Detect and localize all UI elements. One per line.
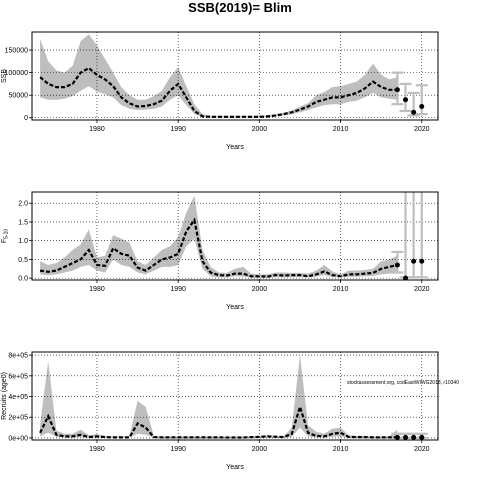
x-tick-label: 1990 xyxy=(170,286,186,293)
x-axis-label: Years xyxy=(226,304,244,311)
plot-area xyxy=(32,32,438,120)
x-tick-label: 2010 xyxy=(333,126,349,133)
projection-interval xyxy=(415,192,428,279)
y-tick-label: 0.5 xyxy=(18,257,28,264)
y-tick-label: 6e+05 xyxy=(8,373,28,380)
y-axis-label: SSB xyxy=(1,69,8,83)
projection-point xyxy=(419,434,425,440)
projection-interval xyxy=(391,250,404,274)
x-tick-label: 1990 xyxy=(170,446,186,453)
y-tick-label: 4e+05 xyxy=(8,394,28,401)
projection-point xyxy=(403,275,409,280)
y-axis-label: Recruits (age0) xyxy=(1,372,8,420)
x-tick-label: 2020 xyxy=(414,286,430,293)
projection-point xyxy=(403,434,409,440)
x-tick-label: 2010 xyxy=(333,446,349,453)
y-tick-label: 2.0 xyxy=(18,201,28,208)
fishing-mortality-panel: 1980 1990 2000 2010 2020 0.0 0.5 1.0 1.5 2.0 Years… xyxy=(1,191,439,311)
plot-area xyxy=(32,192,438,280)
confidence-band xyxy=(40,34,398,118)
plot-frame xyxy=(31,351,439,441)
x-tick-label: 1980 xyxy=(89,446,105,453)
last-estimate-point xyxy=(394,434,400,440)
ssb-panel: 1980 1990 2000 2010 2020 0 50000 100000 150000 Ye… xyxy=(1,31,439,151)
projection-point xyxy=(411,258,417,264)
y-tick-label: 0.0 xyxy=(18,276,28,283)
y-tick-label: 0 xyxy=(24,115,28,122)
watermark-text: stockassessment.org, codEastWIWG2018, r1… xyxy=(347,380,459,386)
y-tick-label: 150000 xyxy=(5,48,28,55)
projection-point xyxy=(411,109,417,115)
x-tick-label: 2010 xyxy=(333,286,349,293)
y-tick-label: 2e+05 xyxy=(8,415,28,422)
y-tick-label: 1.0 xyxy=(18,238,28,245)
recruitment-panel: 1980 1990 2000 2010 2020 0e+00 2e+05 4e+05 6e+05… xyxy=(1,351,439,471)
y-tick-label: 50000 xyxy=(9,93,29,100)
x-tick-label: 2000 xyxy=(252,286,268,293)
chart-title: SSB(2019)= Blim xyxy=(188,0,292,15)
projection-point xyxy=(419,258,425,264)
y-tick-label: 8e+05 xyxy=(8,353,28,360)
y-tick-label: 1.5 xyxy=(18,219,28,226)
x-tick-label: 2000 xyxy=(252,446,268,453)
projection-point xyxy=(411,434,417,440)
projection-point xyxy=(403,97,409,103)
x-axis-label: Years xyxy=(226,144,244,151)
estimate-line xyxy=(39,217,398,278)
x-tick-label: 1980 xyxy=(89,286,105,293)
y-axis-label: F5-10 xyxy=(1,229,10,244)
y-tick-label: 0e+00 xyxy=(8,435,28,442)
x-tick-label: 2020 xyxy=(414,126,430,133)
last-estimate-point xyxy=(394,87,400,93)
y-tick-label: 100000 xyxy=(5,70,28,77)
estimate-line xyxy=(39,66,398,118)
last-estimate-point xyxy=(394,262,400,268)
projection-interval xyxy=(407,192,420,279)
confidence-band xyxy=(40,195,398,278)
x-tick-label: 1980 xyxy=(89,126,105,133)
y-axis-label-subscript: 5-10 xyxy=(4,229,10,239)
plot-frame xyxy=(31,31,439,121)
estimate-line xyxy=(39,403,398,439)
projection-point xyxy=(419,103,425,109)
x-tick-label: 2000 xyxy=(252,126,268,133)
plot-area xyxy=(32,352,438,440)
x-tick-label: 1990 xyxy=(170,126,186,133)
plot-frame xyxy=(31,191,439,281)
projection-interval xyxy=(399,192,412,279)
x-axis-label: Years xyxy=(226,464,244,471)
x-tick-label: 2020 xyxy=(414,446,430,453)
projection-interval xyxy=(415,84,428,116)
